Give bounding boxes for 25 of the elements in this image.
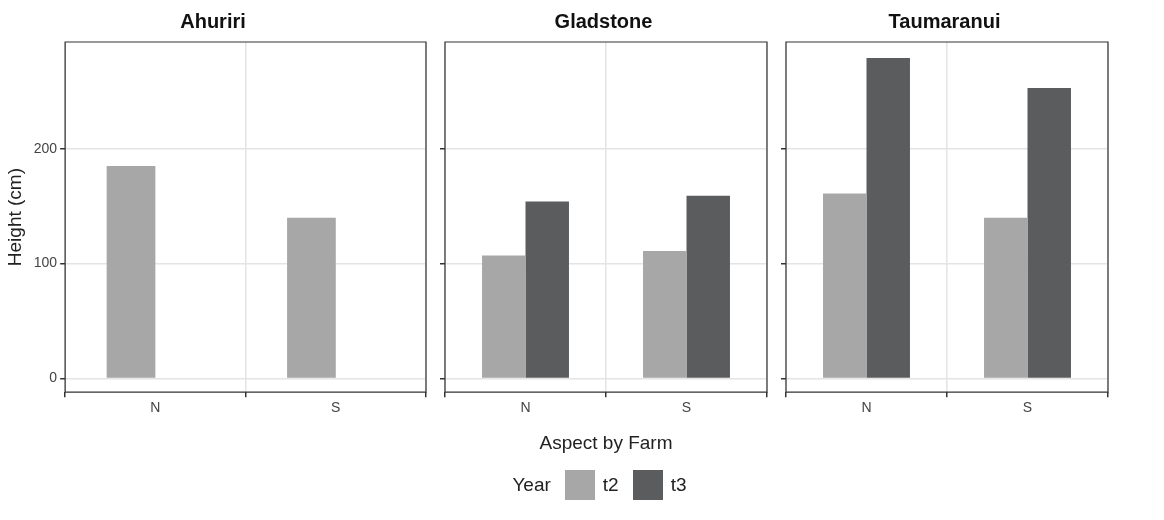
chart-title: Gladstone xyxy=(554,9,653,32)
bar xyxy=(866,58,910,378)
x-axis-title: Aspect by Farm xyxy=(538,432,674,454)
bar xyxy=(823,193,867,378)
y-axis-title: Height (cm) xyxy=(3,168,25,267)
chart-title: Ahuriri xyxy=(180,9,246,32)
bar xyxy=(1027,87,1071,378)
x-tick-label: S xyxy=(1022,399,1033,416)
legend-title: Year xyxy=(512,474,551,496)
x-tick-label: S xyxy=(681,399,692,416)
y-tick-label: 0 xyxy=(49,369,58,386)
y-tick-label: 200 xyxy=(33,139,58,156)
bar xyxy=(482,255,526,378)
x-tick-label: N xyxy=(520,399,531,416)
y-tick-label: 100 xyxy=(33,254,58,271)
chart-title: Taumaranui xyxy=(888,9,1001,32)
x-tick-label: S xyxy=(331,399,341,416)
x-tick-label: N xyxy=(861,399,872,416)
bar xyxy=(643,250,687,378)
bar xyxy=(984,217,1028,378)
legend-label: t3 xyxy=(670,474,687,496)
x-tick-label: N xyxy=(150,399,161,416)
bar xyxy=(686,195,730,378)
bar xyxy=(525,201,569,378)
legend-label: t2 xyxy=(602,474,619,496)
